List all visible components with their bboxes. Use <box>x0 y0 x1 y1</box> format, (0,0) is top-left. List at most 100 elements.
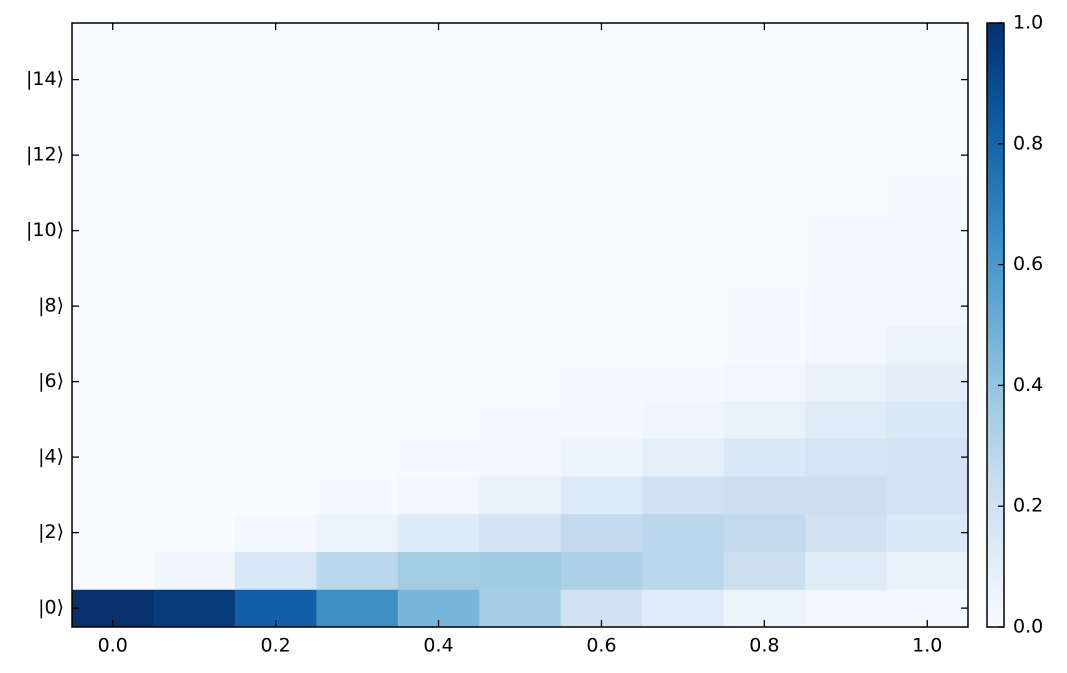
heatmap-cell <box>72 136 154 175</box>
heatmap-cell <box>560 136 643 175</box>
heatmap-cell <box>316 287 399 326</box>
heatmap-cell <box>153 98 236 137</box>
heatmap-cell <box>642 513 725 552</box>
heatmap-cell <box>642 287 725 326</box>
heatmap-cell <box>723 98 806 137</box>
heatmap-cell <box>72 287 154 326</box>
heatmap-cell <box>479 287 562 326</box>
heatmap-cell <box>72 60 154 99</box>
heatmap-cell <box>397 287 480 326</box>
plot-frame <box>71 22 969 628</box>
heatmap-cell <box>723 325 806 364</box>
heatmap-cell <box>723 438 806 477</box>
y-tick-label: |6⟩ <box>38 370 64 392</box>
heatmap-cell <box>153 362 236 401</box>
heatmap-cell <box>642 60 725 99</box>
heatmap-cell <box>886 287 969 326</box>
heatmap-cell <box>642 589 725 628</box>
heatmap-cell <box>316 476 399 515</box>
heatmap-cell <box>234 136 317 175</box>
heatmap-cell <box>886 136 969 175</box>
heatmap-cell <box>560 513 643 552</box>
heatmap-cell <box>316 362 399 401</box>
heatmap-cell <box>560 476 643 515</box>
heatmap-cell <box>316 249 399 288</box>
heatmap-cell <box>886 174 969 213</box>
heatmap-cell <box>886 476 969 515</box>
heatmap-cell <box>397 476 480 515</box>
heatmap-cell <box>642 211 725 250</box>
heatmap-cell <box>397 249 480 288</box>
heatmap-cell <box>805 400 888 439</box>
y-tick-label: |10⟩ <box>26 219 64 241</box>
heatmap-cell <box>805 438 888 477</box>
heatmap-cell <box>316 98 399 137</box>
heatmap-cell <box>560 287 643 326</box>
heatmap-cell <box>479 174 562 213</box>
heatmap-cell <box>642 325 725 364</box>
heatmap-cell <box>153 438 236 477</box>
x-tick-label: 0.2 <box>261 635 291 657</box>
heatmap-cell <box>723 174 806 213</box>
heatmap-cell <box>886 211 969 250</box>
y-tick-label: |8⟩ <box>38 295 64 317</box>
heatmap-cell <box>723 513 806 552</box>
heatmap-cell <box>479 362 562 401</box>
heatmap-cell <box>479 23 562 62</box>
heatmap-cell <box>234 287 317 326</box>
heatmap-cell <box>397 136 480 175</box>
x-tick-label: 0.0 <box>98 635 128 657</box>
heatmap-cell <box>723 60 806 99</box>
heatmap-cell <box>316 589 399 628</box>
heatmap-cell <box>72 249 154 288</box>
heatmap-cell <box>479 325 562 364</box>
heatmap-cell <box>479 98 562 137</box>
heatmap-cell <box>560 325 643 364</box>
heatmap-cell <box>805 287 888 326</box>
heatmap-cell <box>642 362 725 401</box>
heatmap-cell <box>153 23 236 62</box>
heatmap-cell <box>397 98 480 137</box>
heatmap-cell <box>642 249 725 288</box>
heatmap-cell <box>723 400 806 439</box>
heatmap-cell <box>723 362 806 401</box>
heatmap-cell <box>234 400 317 439</box>
heatmap-cell <box>72 513 154 552</box>
heatmap-cell <box>153 287 236 326</box>
heatmap-cell <box>153 513 236 552</box>
heatmap-cell <box>397 438 480 477</box>
heatmap-cell <box>805 60 888 99</box>
heatmap-cell <box>234 98 317 137</box>
y-tick-label: |12⟩ <box>26 144 64 166</box>
x-tick-label: 0.4 <box>423 635 453 657</box>
heatmap-cell <box>805 23 888 62</box>
heatmap-cell <box>723 249 806 288</box>
heatmap-cell <box>805 136 888 175</box>
heatmap-cell <box>560 438 643 477</box>
heatmap-cell <box>397 551 480 590</box>
heatmap-cell <box>805 211 888 250</box>
heatmap-cell <box>316 438 399 477</box>
heatmap-cell <box>560 551 643 590</box>
heatmap-cell <box>805 589 888 628</box>
heatmap-cell <box>153 589 236 628</box>
heatmap-cell <box>723 476 806 515</box>
heatmap-cell <box>642 476 725 515</box>
heatmap-cell <box>642 174 725 213</box>
x-tick-label: 1.0 <box>912 635 942 657</box>
heatmap-cell <box>234 476 317 515</box>
heatmap-cell <box>397 325 480 364</box>
heatmap-cell <box>479 136 562 175</box>
heatmap-cell <box>234 362 317 401</box>
heatmap-cell <box>886 249 969 288</box>
heatmap-cell <box>479 400 562 439</box>
heatmap-cell <box>397 174 480 213</box>
heatmap-cell <box>886 60 969 99</box>
heatmap-cell <box>397 60 480 99</box>
colorbar <box>986 22 1005 628</box>
heatmap-cell <box>72 551 154 590</box>
y-tick-label: |14⟩ <box>26 68 64 90</box>
heatmap-cell <box>560 211 643 250</box>
heatmap-cell <box>642 551 725 590</box>
